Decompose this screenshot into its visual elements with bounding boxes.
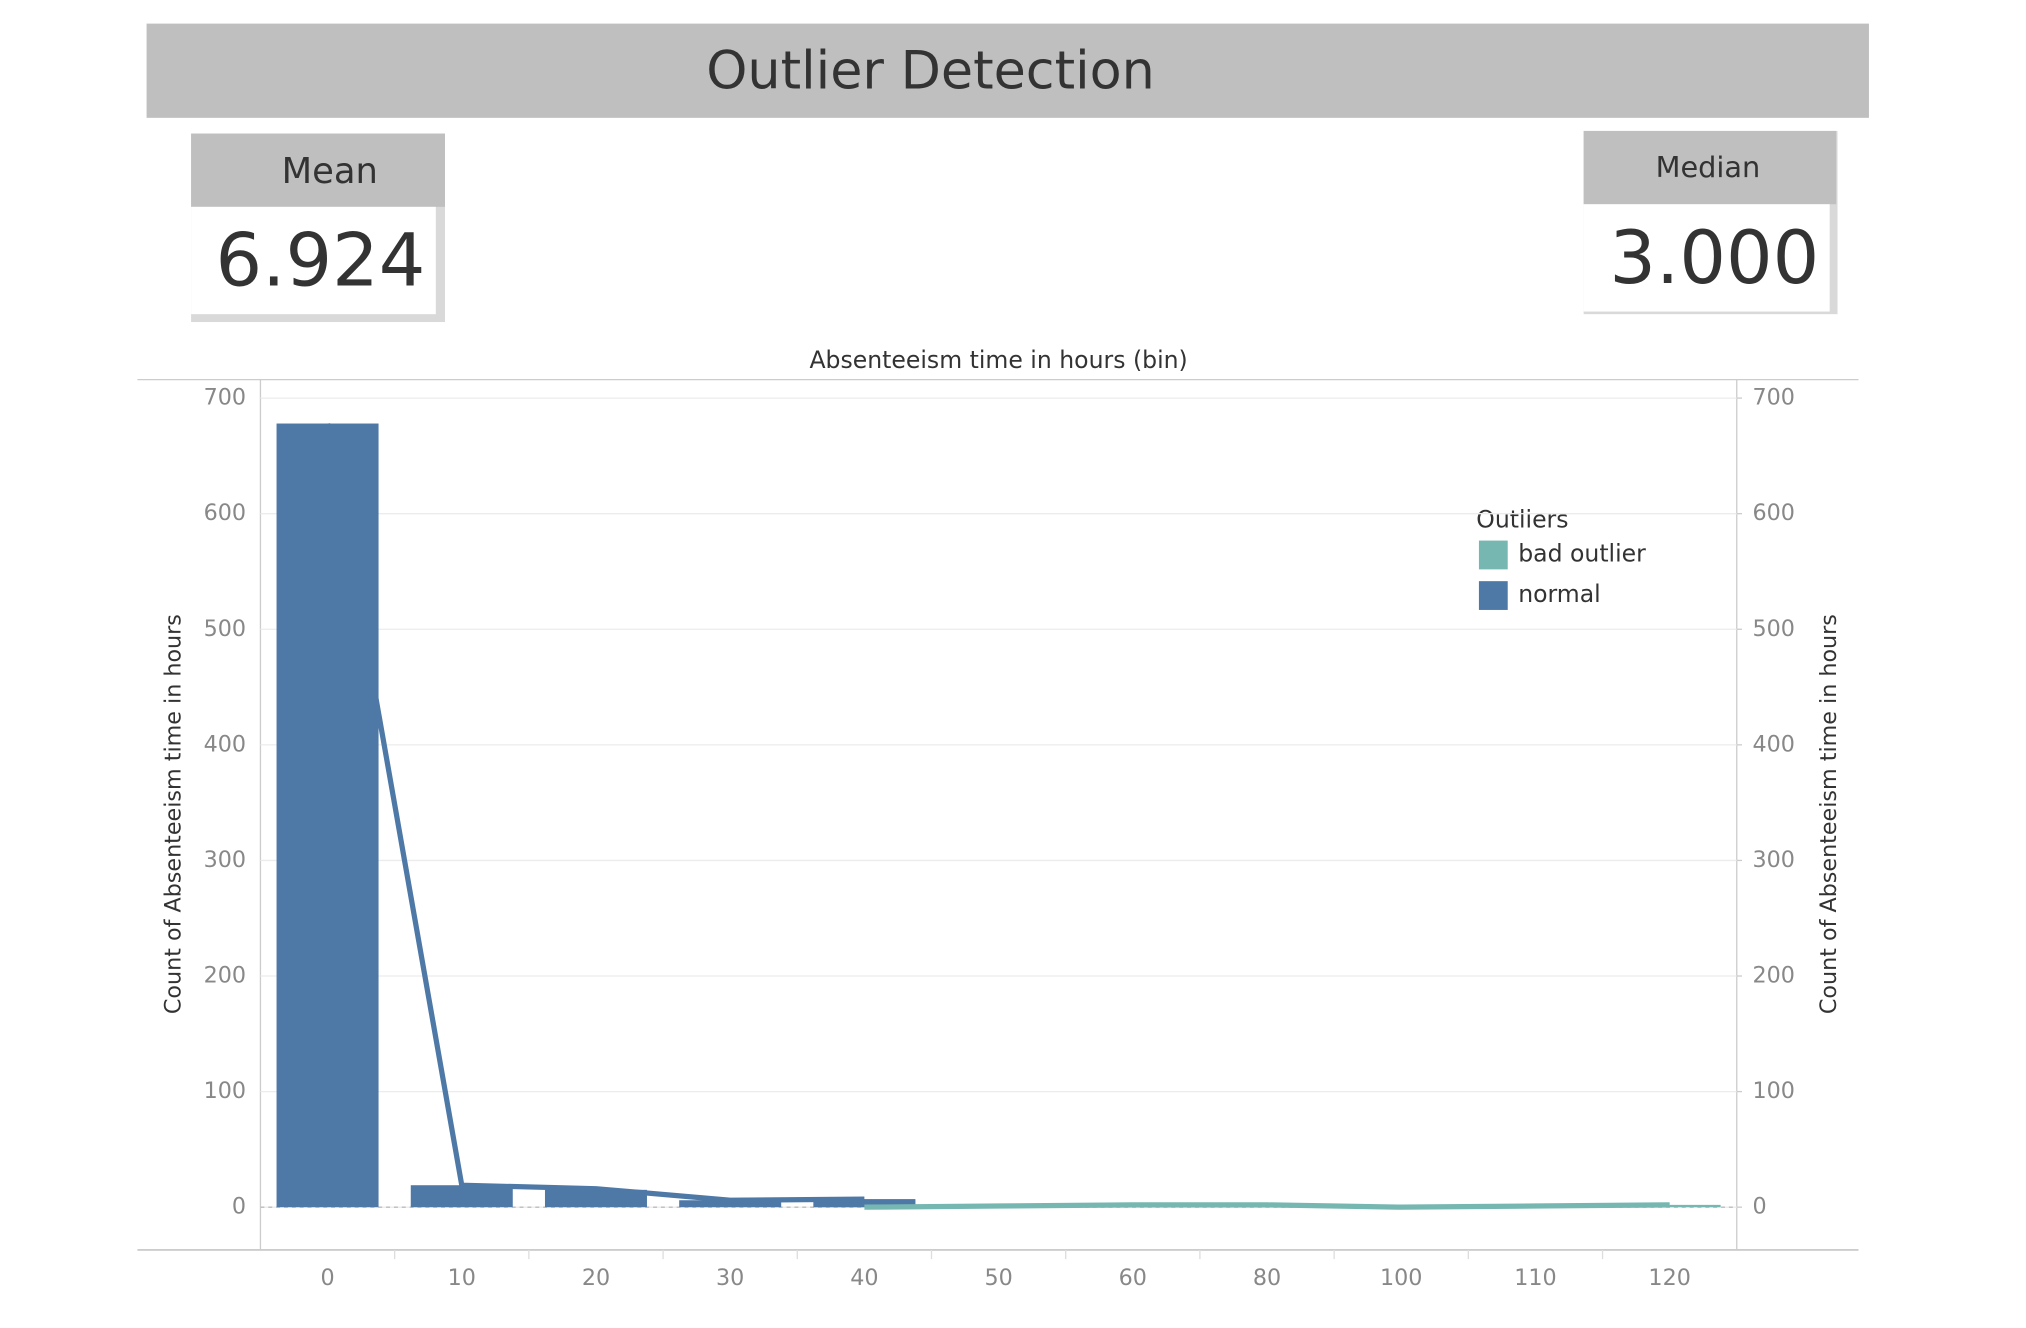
legend-label: bad outlier bbox=[1518, 539, 1646, 567]
y2-tick-label: 300 bbox=[1752, 847, 1794, 873]
x-tick-label: 120 bbox=[1648, 1265, 1690, 1291]
line bbox=[864, 1202, 1670, 1210]
median-header bbox=[1583, 130, 1837, 205]
bar bbox=[813, 1199, 916, 1208]
x-axis-title: Absenteeism time in hours (bin) bbox=[809, 346, 1187, 374]
x-tick-label: 40 bbox=[850, 1265, 878, 1291]
y-tick-label: 400 bbox=[204, 731, 246, 757]
x-tick-label: 0 bbox=[320, 1265, 334, 1291]
x-tick-label: 60 bbox=[1119, 1265, 1147, 1291]
x-tick-label: 30 bbox=[716, 1265, 744, 1291]
x-tick-label: 20 bbox=[582, 1265, 610, 1291]
legend-label: normal bbox=[1518, 580, 1601, 608]
x-tick-label: 10 bbox=[448, 1265, 476, 1291]
mean-value: 6.924 bbox=[216, 219, 426, 304]
x-tick-label: 50 bbox=[984, 1265, 1012, 1291]
bar bbox=[679, 1200, 782, 1208]
y-tick-label: 100 bbox=[204, 1078, 246, 1104]
x-tick-label: 110 bbox=[1514, 1265, 1556, 1291]
mean-body bbox=[191, 206, 436, 315]
y-tick-label: 500 bbox=[204, 616, 246, 642]
legend-title: Outliers bbox=[1476, 505, 1568, 533]
y2-tick-label: 400 bbox=[1752, 731, 1794, 757]
median-label: Median bbox=[1656, 150, 1761, 184]
y2-axis-title: Count of Absenteeism time in hours bbox=[1816, 614, 1842, 1014]
y2-tick-label: 200 bbox=[1752, 963, 1794, 989]
y-tick-label: 300 bbox=[204, 847, 246, 873]
legend-swatch bbox=[1478, 540, 1508, 570]
bar bbox=[544, 1189, 647, 1208]
y-tick-label: 700 bbox=[204, 385, 246, 411]
median-body bbox=[1583, 204, 1830, 312]
bar bbox=[276, 423, 379, 1208]
y2-tick-label: 700 bbox=[1752, 385, 1794, 411]
title-banner bbox=[146, 23, 1869, 118]
legend-swatch bbox=[1478, 581, 1508, 610]
y-tick-label: 0 bbox=[232, 1194, 246, 1220]
y-tick-label: 600 bbox=[204, 500, 246, 526]
x-tick-label: 100 bbox=[1380, 1265, 1422, 1291]
mean-header bbox=[191, 133, 445, 207]
bar bbox=[410, 1185, 513, 1208]
mean-label: Mean bbox=[282, 151, 378, 192]
line bbox=[324, 423, 865, 1203]
y2-tick-label: 100 bbox=[1752, 1078, 1794, 1104]
y2-tick-label: 0 bbox=[1752, 1194, 1766, 1220]
y-tick-label: 200 bbox=[204, 963, 246, 989]
dashboard-title: Outlier Detection bbox=[706, 41, 1155, 102]
median-value: 3.000 bbox=[1609, 216, 1819, 301]
y-axis-title: Count of Absenteeism time in hours bbox=[161, 614, 187, 1014]
y2-tick-label: 600 bbox=[1752, 500, 1794, 526]
y2-tick-label: 500 bbox=[1752, 616, 1794, 642]
x-tick-label: 80 bbox=[1253, 1265, 1281, 1291]
